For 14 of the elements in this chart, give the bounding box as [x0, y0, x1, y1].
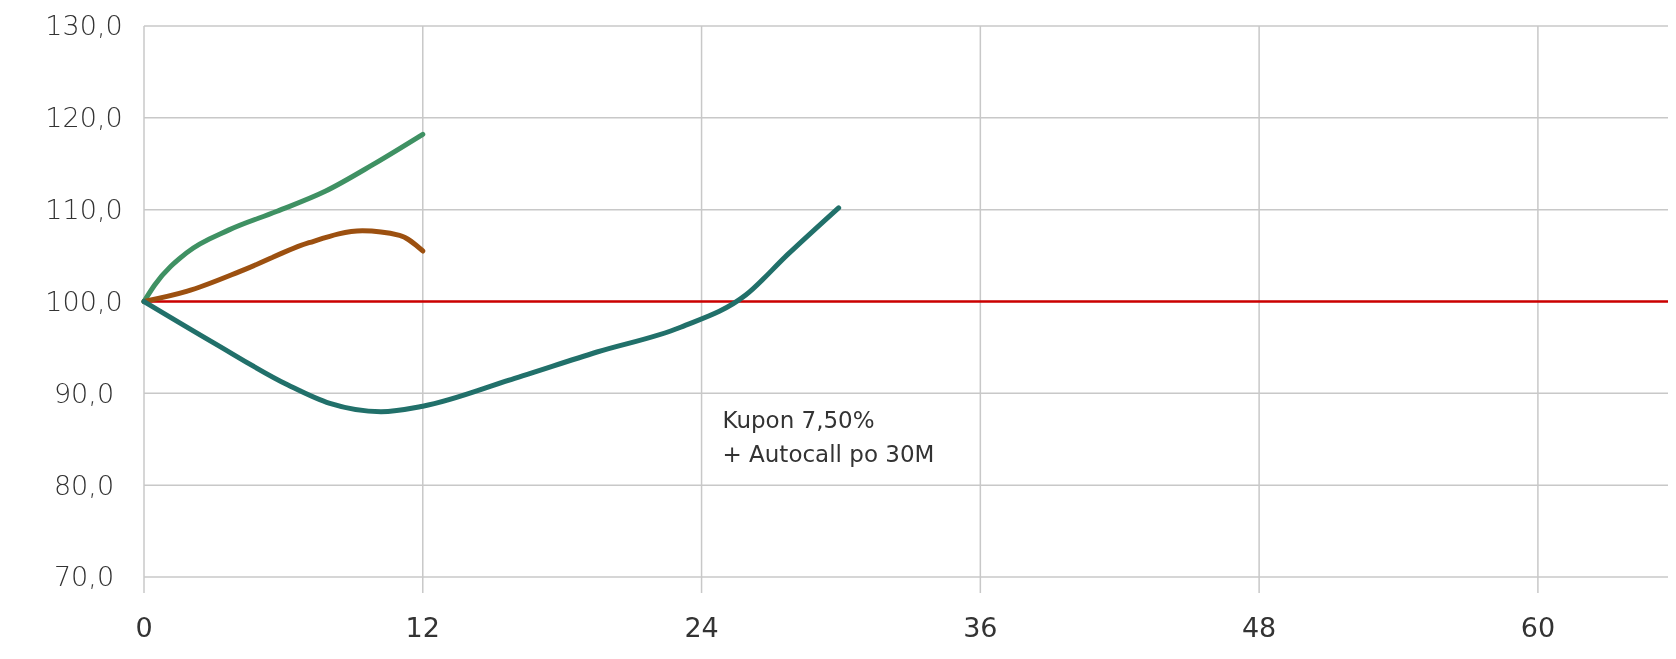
y-tick-label: 120,0	[45, 102, 123, 134]
y-tick-label: 80,0	[53, 469, 115, 501]
x-tick-label: 24	[684, 612, 719, 643]
y-tick-label: 100,0	[45, 285, 123, 317]
x-tick-label: 0	[135, 612, 153, 643]
y-tick-label: 70,0	[53, 561, 115, 593]
y-tick-label: 110,0	[45, 194, 123, 226]
x-tick-label: 60	[1520, 612, 1556, 643]
y-tick-label: 90,0	[53, 377, 115, 409]
x-tick-label: 36	[963, 612, 998, 643]
x-tick-label: 48	[1241, 612, 1277, 643]
y-tick-label: 130,0	[45, 10, 123, 42]
x-tick-label: 12	[405, 612, 440, 643]
annotation: Kupon 7,50% + Autocall po 30M	[722, 407, 935, 468]
